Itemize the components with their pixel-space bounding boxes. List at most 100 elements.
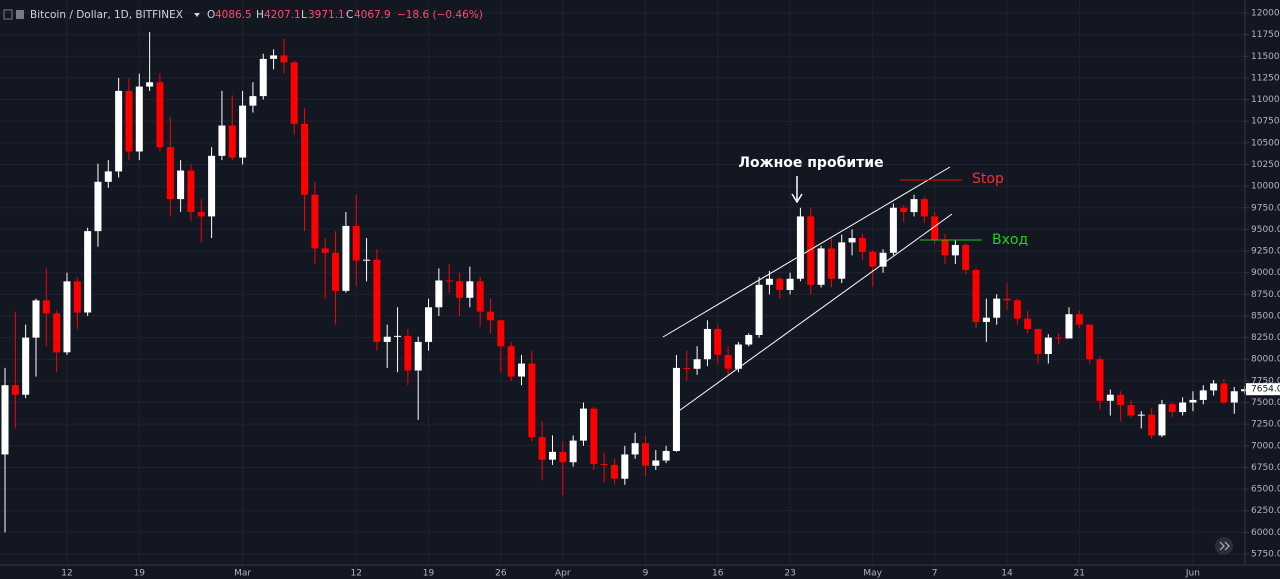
candle-body xyxy=(631,443,639,455)
candle-body xyxy=(404,335,412,371)
last-price-label: 7654.0 xyxy=(1251,385,1280,395)
candle-body xyxy=(827,248,835,279)
candle-body xyxy=(466,281,474,298)
candle-body xyxy=(1055,337,1063,339)
y-tick-label: 8750.0 xyxy=(1251,290,1280,300)
icon[interactable] xyxy=(16,10,24,19)
candle-body xyxy=(693,359,701,369)
candle-body xyxy=(249,96,257,106)
annotation: Stop xyxy=(972,171,1004,187)
candle-body xyxy=(869,251,877,267)
y-tick-label: 10750.0 xyxy=(1251,117,1280,127)
candle-body xyxy=(920,199,928,217)
candle-body xyxy=(63,281,71,353)
candle-body xyxy=(765,278,773,285)
y-tick-label: 6250.0 xyxy=(1251,506,1280,516)
x-tick-label: Jun xyxy=(1185,569,1200,579)
candle-body xyxy=(394,335,402,337)
candle-body xyxy=(662,450,670,461)
ohlc-value: 4067.9 xyxy=(354,9,391,21)
candle-body xyxy=(910,199,918,213)
candle-body xyxy=(228,125,236,158)
x-tick-label: 26 xyxy=(495,569,507,579)
y-tick-label: 6500.0 xyxy=(1251,485,1280,495)
candle-body xyxy=(73,281,81,313)
candles xyxy=(1,32,1249,533)
candle-body xyxy=(208,155,216,217)
candle-body xyxy=(1106,394,1114,401)
candle-body xyxy=(1179,402,1187,413)
candle-body xyxy=(146,82,154,87)
x-tick-label: May xyxy=(863,569,882,579)
candle-body xyxy=(703,328,711,360)
candle-body xyxy=(889,207,897,253)
candle-body xyxy=(321,248,329,253)
candle-body xyxy=(538,437,546,460)
candle-body xyxy=(590,408,598,464)
candle-body xyxy=(301,123,309,195)
x-tick-label: 19 xyxy=(134,569,146,579)
candle-body xyxy=(641,443,649,466)
dropdown[interactable] xyxy=(194,13,200,17)
candle-body xyxy=(373,259,381,342)
candle-body xyxy=(32,300,40,338)
y-tick-label: 11250.0 xyxy=(1251,73,1280,83)
candle-body xyxy=(1034,328,1042,355)
y-tick-label: 9750.0 xyxy=(1251,203,1280,213)
channel-line xyxy=(675,213,953,414)
candle-body xyxy=(156,82,164,148)
candle-body xyxy=(11,385,19,395)
candle-body xyxy=(528,363,536,438)
candle-body xyxy=(507,346,515,377)
candle-body xyxy=(197,212,205,217)
y-tick-label: 7000.0 xyxy=(1251,441,1280,451)
candle-body xyxy=(1210,383,1218,391)
x-tick-label: 12 xyxy=(61,569,72,579)
candle-body xyxy=(239,105,247,158)
candle-body xyxy=(518,363,525,377)
candle-body xyxy=(1189,399,1197,403)
arrow-head xyxy=(791,193,803,204)
x-tick-label: Mar xyxy=(234,569,251,579)
y-tick-label: 5750.0 xyxy=(1251,550,1280,560)
candle-body xyxy=(218,125,226,156)
candle-body xyxy=(94,181,102,232)
candle-body xyxy=(435,280,443,308)
candle-body xyxy=(962,244,970,271)
y-tick-label: 6000.0 xyxy=(1251,528,1280,538)
symbol-title[interactable]: Bitcoin / Dollar, 1D, BITFINEX xyxy=(30,9,183,21)
candle-body xyxy=(311,194,319,249)
icon[interactable] xyxy=(3,9,13,20)
candle-body xyxy=(497,320,505,347)
candle-body xyxy=(951,244,959,256)
candle-body xyxy=(290,62,298,124)
y-tick-label: 9250.0 xyxy=(1251,247,1280,257)
candle-body xyxy=(838,242,846,279)
candle-body xyxy=(1199,390,1207,400)
candle-body xyxy=(579,408,587,441)
ohlc-label: L xyxy=(301,9,307,21)
candle-body xyxy=(177,170,185,200)
candle-body xyxy=(1117,394,1125,406)
ohlc-label: H xyxy=(256,9,264,21)
candle-body xyxy=(363,259,371,261)
annotation: Вход xyxy=(992,232,1028,248)
candle-body xyxy=(1230,391,1238,403)
candle-body xyxy=(476,281,484,312)
candle-body xyxy=(848,238,856,243)
y-tick-label: 8000.0 xyxy=(1251,355,1280,365)
ohlc-label: O xyxy=(207,9,215,21)
y-tick-label: 8250.0 xyxy=(1251,333,1280,343)
candle-body xyxy=(1137,414,1145,416)
x-tick-label: 21 xyxy=(1074,569,1085,579)
y-tick-label: 7750.0 xyxy=(1251,376,1280,386)
ohlc-value: 4086.5 xyxy=(215,9,252,21)
channel-line xyxy=(662,166,951,338)
candle-body xyxy=(22,337,30,395)
last-price-tag xyxy=(1246,383,1280,396)
candle-body xyxy=(786,278,794,290)
candle-body xyxy=(352,225,360,261)
